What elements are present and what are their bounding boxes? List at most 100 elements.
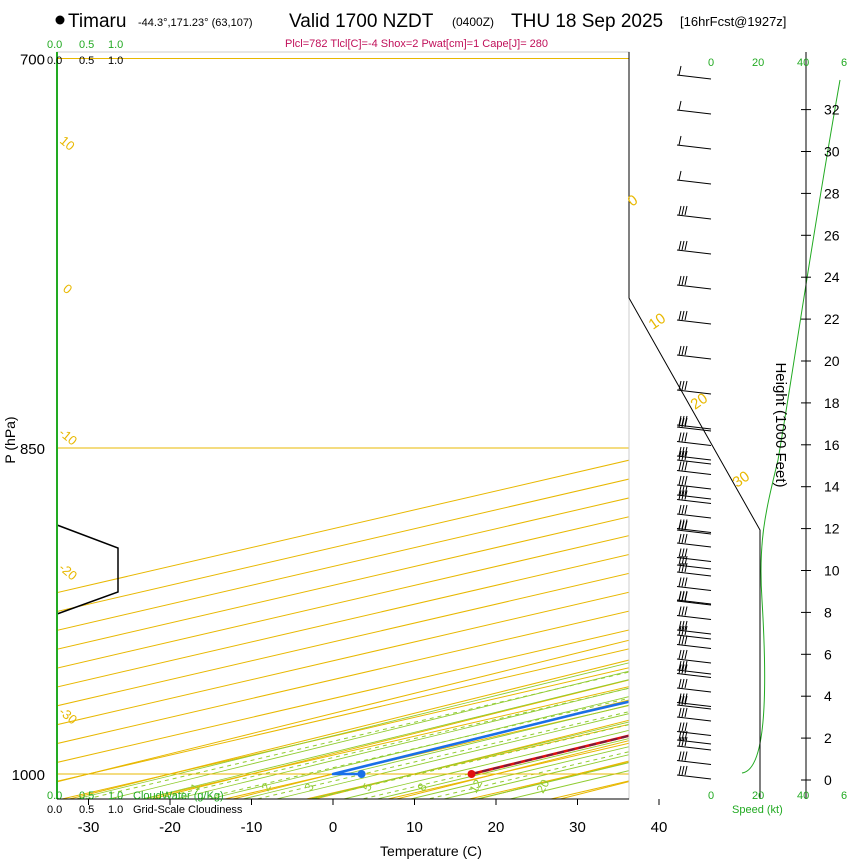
- wind-barb-staff: [676, 499, 712, 504]
- wind-barb: [676, 205, 712, 220]
- wind-barb-flag: [684, 765, 688, 776]
- wind-barb: [676, 417, 712, 432]
- wind-barb-flag: [678, 736, 682, 747]
- wind-barb-flag: [681, 606, 685, 616]
- wind-barb-flag: [684, 722, 688, 732]
- wind-barb-staff: [676, 599, 712, 605]
- wind-barb-flag: [684, 450, 688, 461]
- wind-panel-boundary: [628, 52, 761, 799]
- valid-time: Valid 1700 NZDT: [289, 11, 434, 32]
- wind-barb: [676, 751, 712, 765]
- speed-tick: 40: [797, 57, 809, 69]
- wind-barb-flag: [684, 707, 688, 718]
- wind-barb: [676, 504, 712, 519]
- wind-barb-flag: [678, 577, 682, 587]
- sounding-series: [331, 700, 629, 778]
- wind-barb-flag: [681, 205, 685, 216]
- wind-barb-flag: [681, 660, 685, 671]
- wind-barb: [676, 591, 712, 606]
- parcel-line: [471, 734, 629, 775]
- moist-adiabat-line: [375, 738, 629, 799]
- wind-barb-flag: [684, 751, 688, 761]
- wind-barb-staff: [676, 687, 712, 693]
- wind-barb-flag: [681, 446, 685, 457]
- moist-adiabat-line: [308, 721, 629, 799]
- height-tick-label: 30: [824, 144, 840, 160]
- speed-tick: 6: [841, 57, 847, 69]
- isotherm-label: -10: [56, 425, 80, 449]
- mixing-ratio-label: 5: [359, 780, 375, 793]
- surface-dewpoint-marker: [357, 770, 366, 778]
- wind-barb: [676, 730, 712, 745]
- wind-barb-flag: [678, 730, 682, 741]
- wind-barb: [676, 65, 712, 80]
- moist-adiabat-line: [408, 746, 629, 799]
- height-tick-label: 32: [824, 102, 840, 118]
- cloudwater-axis-label: CloudWater (g/Kg): [133, 790, 224, 802]
- wind-barb-flag: [678, 275, 682, 286]
- wind-barb: [676, 275, 712, 290]
- wind-barb: [676, 693, 712, 707]
- height-tick-label: 28: [824, 185, 840, 201]
- forecast-info: [16hrFcst@1927z]: [680, 14, 786, 29]
- isotherm-label: 30: [730, 468, 753, 491]
- wind-barb-flag: [678, 490, 682, 500]
- temperature-tick-label: 0: [329, 819, 337, 836]
- wind-barb-flag: [684, 664, 688, 674]
- height-tick-label: 24: [824, 269, 840, 285]
- valid-utc: (0400Z): [452, 15, 494, 29]
- wind-barb-staff: [676, 389, 712, 395]
- wind-barb: [676, 415, 712, 430]
- y-axis-title: P (hPa): [2, 416, 18, 463]
- wind-barb-staff: [676, 459, 712, 465]
- wind-barb-flag: [681, 548, 685, 558]
- wind-barb-flag: [681, 417, 685, 428]
- plot-frame: [56, 51, 630, 800]
- wind-barb-staff: [676, 470, 712, 475]
- surface-temperature-marker: [467, 770, 476, 778]
- wind-barb-flag: [681, 310, 685, 321]
- wind-barb-flag: [678, 562, 682, 573]
- wind-barb-staff: [676, 571, 712, 577]
- wind-barb-staff: [676, 634, 712, 640]
- wind-barb: [676, 555, 712, 570]
- station-name: Timaru: [68, 11, 126, 32]
- wind-barb-flag: [681, 485, 685, 496]
- wind-barb-staff: [676, 739, 712, 745]
- wind-barb-flag: [678, 620, 682, 631]
- cloudwater-tick: 0.5: [79, 790, 94, 802]
- wind-barb-staff: [676, 629, 712, 635]
- wind-barb-flag: [678, 751, 682, 761]
- isotherm-label: 20: [688, 390, 711, 413]
- wind-barb-staff: [676, 144, 712, 150]
- wind-barb-flag: [684, 380, 688, 391]
- wind-barb-staff: [676, 644, 712, 649]
- wind-barb-flag: [684, 678, 688, 689]
- wind-barb-flag: [681, 765, 685, 776]
- wind-barb: [676, 620, 712, 635]
- cloudwater-tick: 1.0: [108, 790, 123, 802]
- wind-barb-flag: [681, 432, 685, 442]
- wind-barb-flag: [684, 485, 688, 496]
- wind-barb: [676, 170, 712, 185]
- wind-barb-staff: [676, 354, 712, 360]
- temperature-tick-label: -10: [241, 819, 263, 836]
- speed-tick: 0: [708, 57, 714, 69]
- wind-barb-flag: [684, 461, 688, 471]
- dry-adiabat-line: [394, 740, 629, 799]
- wind-barb-flag: [678, 240, 682, 251]
- temperature-tick-label: 40: [651, 819, 668, 836]
- height-axis-title: Height (1000 Feet): [772, 362, 789, 487]
- wind-barb-staff: [676, 441, 712, 446]
- wind-barb-flag: [678, 417, 682, 428]
- wind-speed-profile: [741, 79, 841, 774]
- wind-barb-flag: [684, 417, 688, 428]
- wind-barb-flag: [684, 620, 688, 631]
- wind-barb-flag: [684, 591, 688, 602]
- wind-barb-flag: [678, 485, 682, 496]
- wind-barb-flag: [684, 660, 688, 671]
- wind-barb-flag: [681, 519, 685, 529]
- wind-barb-staff: [676, 179, 712, 185]
- speed-tick: 40: [797, 790, 809, 802]
